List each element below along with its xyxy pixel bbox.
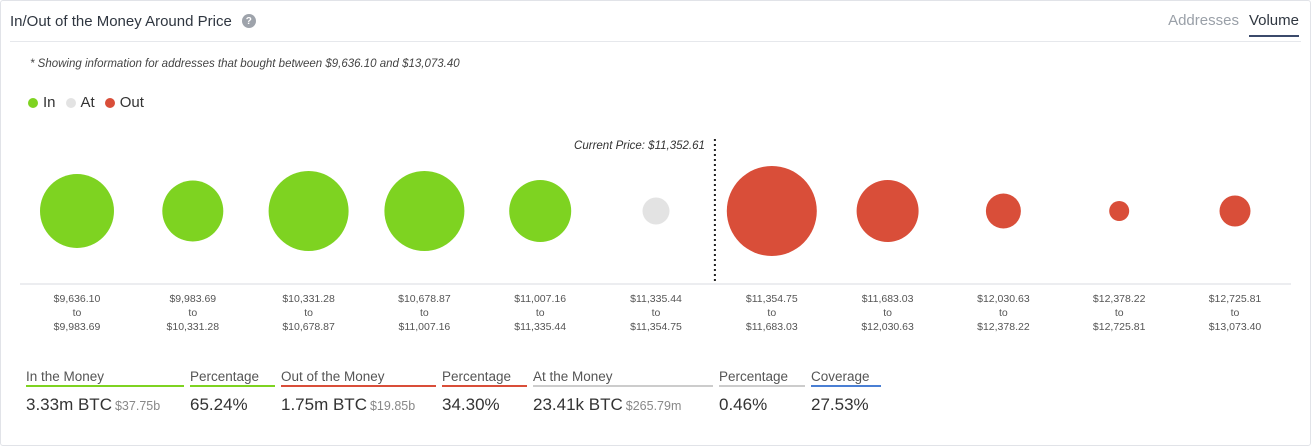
stat-main: 3.33m BTC [26,395,112,414]
range-to-word: to [304,307,313,319]
stat-out-percentage: Percentage 34.30% [442,369,527,415]
stat-main: 23.41k BTC [533,395,623,414]
range-from-label: $12,378.22 [1093,293,1146,305]
range-from-label: $12,725.81 [1209,293,1262,305]
range-to-label: $11,354.75 [630,321,682,333]
bubble-chart: Current Price: $11,352.61 $9,636.10 to $9,9… [20,139,1291,333]
bubble-in [384,171,465,251]
range-from-label: $10,331.28 [282,293,335,305]
range-from-label: $11,335.44 [630,293,682,305]
stat-value: 34.30% [442,395,527,415]
stat-label: Out of the Money [281,369,436,387]
range-to-word: to [652,307,661,319]
stat-label: Coverage [811,369,881,387]
stat-at-the-money: At the Money 23.41k BTC $265.79m [533,369,713,415]
stat-value: 0.46% [719,395,805,415]
stat-label: Percentage [190,369,275,387]
range-from-label: $9,636.10 [54,293,101,305]
range-from-label: $9,983.69 [169,293,216,305]
legend-dot-in [28,97,38,108]
range-to-label: $13,073.40 [1209,321,1262,333]
view-tabs: Addresses Volume [1168,12,1299,37]
stat-usd: $37.75b [114,399,161,413]
range-to-word: to [536,307,545,319]
stat-main: 34.30% [442,395,500,414]
bubble-in [40,174,114,248]
range-to-label: $12,378.22 [977,321,1030,333]
stat-usd: $19.85b [369,399,416,413]
bubble-out [726,166,817,256]
range-to-label: $12,030.63 [861,321,914,333]
tab-volume[interactable]: Volume [1248,12,1299,37]
bubble-in [268,171,349,251]
legend-dot-at [65,97,76,108]
bubble-out [1109,201,1130,221]
range-to-word: to [188,307,197,319]
tab-addresses[interactable]: Addresses [1168,12,1239,29]
range-to-word: to [767,307,776,319]
stat-value: 27.53% [811,395,881,415]
stat-value: 65.24% [190,395,275,415]
stat-main: 65.24% [190,395,248,414]
legend-item-out[interactable]: Out [104,94,144,111]
stat-usd: $265.79m [625,399,682,413]
range-from-label: $12,030.63 [977,293,1030,305]
range-from-label: $11,683.03 [862,293,914,305]
stat-main: 0.46% [719,395,768,414]
current-price-label: Current Price: $11,352.61 [574,140,705,152]
bubble-in [509,180,572,242]
range-to-label: $11,335.44 [514,321,566,333]
range-to-word: to [999,307,1008,319]
stat-at-percentage: Percentage 0.46% [719,369,805,415]
range-from-label: $10,678.87 [398,293,451,305]
range-to-word: to [420,307,429,319]
range-note: * Showing information for addresses that… [30,58,460,70]
stat-main: 27.53% [811,395,869,414]
range-to-word: to [73,307,82,319]
stat-coverage: Coverage 27.53% [811,369,881,415]
stat-label: Percentage [442,369,527,387]
bubble-out [856,180,919,242]
legend-item-at[interactable]: At [65,94,95,111]
range-to-label: $11,007.16 [399,321,451,333]
legend-dot-out [104,97,115,108]
stats-row: In the Money 3.33m BTC $37.75b Percentage… [26,369,887,415]
divider [10,41,1301,42]
stat-value: 1.75m BTC $19.85b [281,395,436,415]
title-row: In/Out of the Money Around Price ? [10,10,256,32]
page-title: In/Out of the Money Around Price [10,12,232,30]
stat-value: 3.33m BTC $37.75b [26,395,184,415]
range-to-word: to [1115,307,1124,319]
legend-label-in: In [43,94,56,111]
range-to-label: $9,983.69 [54,321,101,333]
range-from-label: $11,007.16 [514,293,566,305]
range-from-label: $11,354.75 [746,293,798,305]
bubble-out [1219,195,1251,227]
range-to-word: to [883,307,892,319]
bubble-in [162,180,224,242]
stat-label: In the Money [26,369,184,387]
legend-item-in[interactable]: In [28,94,56,111]
bubble-out [985,193,1021,229]
range-to-label: $10,678.87 [282,321,335,333]
range-to-label: $11,683.03 [746,321,798,333]
range-to-word: to [1231,307,1240,319]
legend-label-at: At [80,94,95,111]
stat-in-the-money: In the Money 3.33m BTC $37.75b [26,369,184,415]
range-to-label: $12,725.81 [1093,321,1146,333]
range-to-label: $10,331.28 [167,321,220,333]
help-icon[interactable]: ? [241,14,256,28]
stat-main: 1.75m BTC [281,395,367,414]
stat-in-percentage: Percentage 65.24% [190,369,275,415]
stat-label: Percentage [719,369,805,387]
bubble-at [642,197,670,225]
stat-value: 23.41k BTC $265.79m [533,395,713,415]
legend-label-out: Out [119,94,144,111]
legend: In At Out [28,94,144,111]
stat-out-of-the-money: Out of the Money 1.75m BTC $19.85b [281,369,436,415]
stat-label: At the Money [533,369,713,387]
